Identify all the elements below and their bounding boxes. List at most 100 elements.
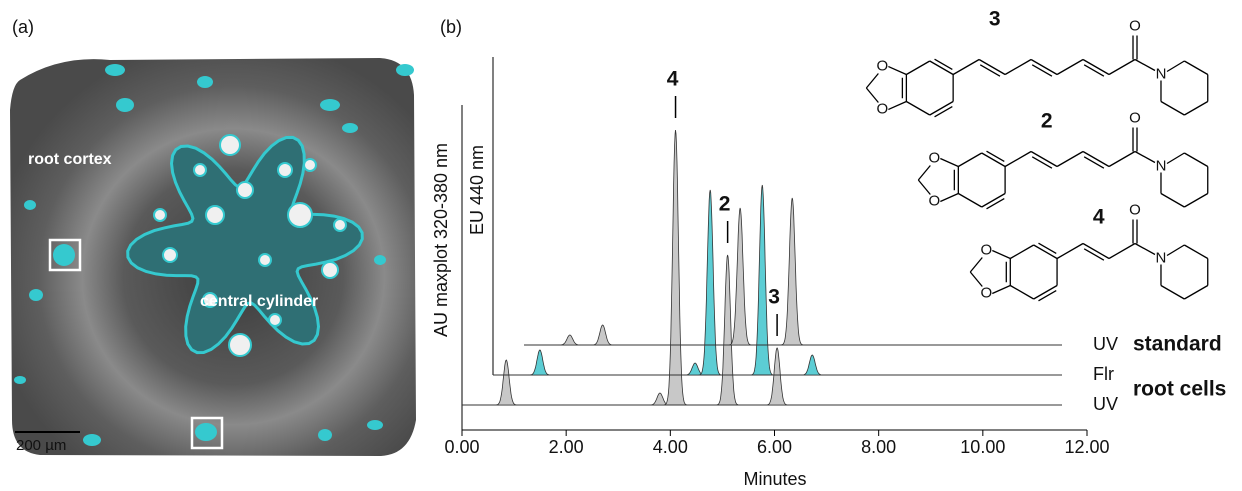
y-axis-label: AU maxplot 320-380 nm	[431, 143, 451, 337]
structure-label: 4	[1093, 206, 1105, 229]
peak	[716, 254, 740, 406]
peak	[750, 184, 774, 376]
x-tick-label: 8.00	[861, 437, 896, 457]
bond	[917, 165, 931, 181]
bond	[1033, 244, 1058, 260]
bond	[1030, 58, 1058, 76]
bond	[888, 65, 907, 76]
bond	[1038, 290, 1057, 302]
vessel	[321, 261, 339, 279]
peak	[664, 129, 688, 406]
peak	[765, 347, 789, 406]
bond	[958, 192, 983, 208]
bond	[1184, 284, 1209, 300]
bond	[1082, 242, 1110, 260]
vessel	[277, 162, 293, 178]
peak	[780, 197, 804, 346]
peak	[728, 207, 752, 346]
bond	[906, 100, 931, 116]
bond	[969, 271, 983, 287]
vessel	[268, 313, 282, 327]
bond	[1108, 150, 1136, 168]
bond	[979, 64, 1001, 77]
atom: O	[928, 192, 940, 209]
structure-label: 2	[1041, 110, 1053, 133]
x-tick-label: 12.00	[1064, 437, 1109, 457]
vessel	[162, 247, 178, 263]
bond	[1056, 58, 1084, 76]
scale-bar-label: 200 µm	[16, 437, 66, 454]
vessel	[228, 333, 252, 357]
bond	[1056, 242, 1084, 260]
central-cylinder	[126, 134, 364, 357]
inset-box	[190, 416, 224, 450]
bond	[940, 157, 959, 168]
vessel	[219, 134, 241, 156]
bond	[929, 100, 954, 116]
bond	[1160, 100, 1185, 116]
x-tick-label: 0.00	[444, 437, 479, 457]
bond	[986, 150, 1005, 162]
bond	[865, 73, 879, 89]
atom: O	[1129, 109, 1141, 126]
panel-label: (b)	[440, 17, 462, 37]
bond	[1030, 150, 1058, 168]
peak	[558, 334, 582, 346]
atom: O	[1129, 201, 1141, 218]
bond	[1031, 156, 1053, 169]
bond	[1160, 284, 1185, 300]
atom: O	[877, 100, 889, 117]
atom: N	[1156, 157, 1167, 174]
annotation: 2	[719, 193, 731, 216]
vessel	[303, 158, 317, 172]
bond	[1082, 58, 1110, 76]
bond	[1009, 284, 1035, 300]
bond	[934, 106, 953, 118]
bond	[1004, 58, 1032, 76]
inset-box	[48, 238, 82, 272]
y2-axis-label: EU 440 nm	[467, 145, 487, 235]
vessel	[193, 163, 207, 177]
structures: O O O N 3 O O O N 2 O O O N 4	[865, 8, 1209, 302]
trace-group: root cells	[1133, 378, 1226, 401]
atom: O	[877, 57, 889, 74]
bond	[934, 58, 953, 70]
bond	[906, 60, 931, 76]
bond	[1009, 244, 1035, 260]
atom: O	[980, 241, 992, 258]
trace-group: standard	[1133, 333, 1222, 356]
peak	[698, 189, 722, 376]
bond	[1082, 150, 1110, 168]
bond	[1038, 242, 1057, 254]
bond	[992, 249, 1011, 260]
bond	[865, 87, 879, 103]
bond	[1184, 192, 1209, 208]
vessel	[333, 218, 347, 232]
bond	[978, 58, 1006, 76]
bond	[1004, 150, 1032, 168]
bond	[1166, 60, 1185, 73]
bond	[1160, 192, 1185, 208]
bond	[1108, 242, 1136, 260]
bond	[888, 100, 907, 111]
trace-label: UV	[1093, 334, 1118, 354]
bond	[917, 179, 931, 195]
peak	[528, 349, 552, 376]
atom: O	[1129, 17, 1141, 34]
bond	[969, 257, 983, 273]
bond	[929, 60, 954, 76]
bond	[1166, 244, 1185, 257]
bond	[981, 192, 1006, 208]
bond	[1184, 152, 1209, 168]
bond	[986, 198, 1005, 210]
cylinder	[126, 135, 364, 355]
atom: O	[980, 284, 992, 301]
bond	[1184, 60, 1209, 76]
peak	[800, 354, 824, 376]
bond	[1134, 150, 1156, 164]
cyan-cells	[14, 64, 414, 446]
x-tick-label: 6.00	[757, 437, 792, 457]
bond	[1134, 242, 1156, 256]
bond	[1033, 284, 1058, 300]
